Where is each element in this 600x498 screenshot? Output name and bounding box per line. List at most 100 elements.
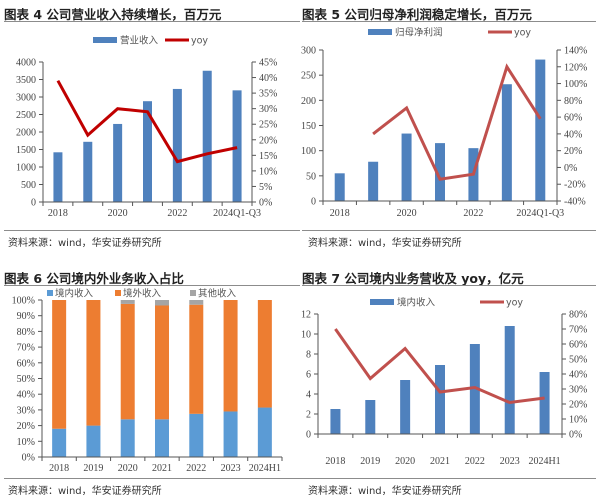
fig6-bar-segment-overseas: [120, 303, 135, 420]
fig6-bar-segment-other: [155, 300, 169, 306]
fig5-bar: [401, 133, 412, 201]
fig6-legend-swatch: [47, 290, 53, 296]
fig7-bar: [539, 372, 550, 434]
fig7-bar: [435, 365, 445, 434]
fig6-x-tick-label: 2022: [186, 463, 206, 474]
fig5-x-tick-label: 2020: [397, 208, 417, 219]
fig5-yoy-line: [372, 63, 542, 181]
fig4-left-tick-label: 1500: [16, 145, 36, 156]
title-rule-fig7: [302, 285, 596, 286]
fig4-bar: [143, 101, 152, 202]
fig6-bar-segment-domestic: [120, 419, 135, 457]
fig6-x-tick-label: 2021: [152, 463, 172, 474]
fig4-left-tick-label: 3500: [16, 75, 36, 86]
fig7-legend-line-label: yoy: [506, 298, 523, 309]
fig5-right-tick-label: -20%: [564, 180, 586, 191]
fig5-legend-bar-swatch: [368, 29, 392, 35]
fig6-bar-segment-other: [189, 300, 204, 305]
fig7-right-tick-label: 30%: [569, 385, 587, 396]
fig7-legend-bar-swatch: [370, 299, 394, 305]
fig6-legend-swatch: [115, 290, 121, 296]
fig4-x-tick-label: 2020: [108, 208, 128, 219]
fig7-left-tick-label: 4: [306, 390, 311, 401]
fig5-right-tick-label: 140%: [564, 46, 587, 57]
chart-title-fig7: 图表 7 公司境内业务营收及 yoy，亿元: [302, 271, 524, 286]
fig5-right-tick-label: -40%: [564, 197, 586, 208]
fig5-x-tick-label: 2022: [463, 208, 483, 219]
fig4-bar: [232, 90, 242, 202]
fig7-bar: [400, 380, 411, 434]
fig4-right-tick-label: 10%: [259, 166, 277, 177]
fig4-x-tick-label: 2022: [167, 208, 187, 219]
fig7-bar: [365, 400, 376, 434]
fig4-right-tick-label: 15%: [259, 151, 277, 162]
fig7-left-tick-label: 6: [306, 370, 311, 381]
source-note-fig7: 资料来源：wind，华安证券研究所: [308, 486, 462, 497]
fig7-x-tick-label: 2021: [430, 456, 450, 467]
fig6-left-tick-label: 70%: [17, 343, 35, 354]
title-rule-fig5: [302, 21, 596, 22]
fig6-x-tick-label: 2019: [83, 463, 103, 474]
fig4-x-tick-label: 2024Q1-Q3: [213, 208, 261, 219]
source-rule-fig4: [4, 230, 300, 231]
fig4-bar: [202, 70, 212, 202]
fig6-x-tick-label: 2023: [221, 463, 241, 474]
fig4-bar: [113, 123, 123, 202]
fig5-left-tick-label: 50: [306, 171, 316, 182]
fig4-right-tick-label: 35%: [259, 89, 277, 100]
fig4-left-tick-label: 4000: [16, 58, 36, 69]
fig5-right-tick-label: 0%: [564, 163, 577, 174]
fig6-left-tick-label: 20%: [17, 421, 35, 432]
fig4-left-tick-label: 0: [31, 198, 36, 209]
fig6-bar-segment-domestic: [86, 425, 101, 457]
fig4-right-tick-label: 5%: [259, 182, 272, 193]
fig4-left-tick-label: 1000: [16, 163, 36, 174]
fig4-left-tick-label: 3000: [16, 93, 36, 104]
fig7-right-tick-label: 0%: [569, 430, 582, 441]
fig6-left-tick-label: 80%: [17, 327, 35, 338]
fig7-left-tick-label: 12: [301, 310, 311, 321]
fig4-right-tick-label: 0%: [259, 198, 272, 209]
fig6-bar-segment-overseas: [52, 300, 67, 429]
fig5-left-tick-label: 200: [301, 96, 316, 107]
fig7-x-tick-label: 2018: [325, 456, 345, 467]
fig5-left-tick-label: 300: [301, 46, 316, 57]
fig7-right-tick-label: 50%: [569, 355, 587, 366]
fig7-left-tick-label: 10: [301, 330, 311, 341]
fig4-left-tick-label: 500: [21, 180, 36, 191]
fig5-x-tick-label: 2024Q1-Q3: [516, 208, 564, 219]
fig6-left-tick-label: 30%: [17, 405, 35, 416]
source-note-fig5: 资料来源：wind，华安证券研究所: [308, 238, 462, 249]
source-note-fig6: 资料来源：wind，华安证券研究所: [8, 486, 162, 497]
fig4-right-tick-label: 20%: [259, 135, 277, 146]
fig6-bar-segment-overseas: [86, 300, 101, 426]
fig4-left-tick-label: 2000: [16, 128, 36, 139]
fig6-left-tick-label: 100%: [12, 296, 35, 307]
fig5-right-tick-label: 40%: [564, 129, 582, 140]
fig7-bar: [330, 409, 341, 434]
fig4-bar: [172, 88, 182, 202]
fig4-legend-bar-swatch: [93, 37, 117, 43]
fig7-right-tick-label: 60%: [569, 340, 587, 351]
fig6-bar-segment-domestic: [223, 411, 238, 457]
fig4-right-tick-label: 40%: [259, 73, 277, 84]
fig5-left-tick-label: 250: [301, 71, 316, 82]
fig4-bar: [53, 152, 63, 202]
fig7-left-tick-label: 0: [306, 430, 311, 441]
fig5-bar: [435, 143, 445, 201]
fig6-bar-segment-domestic: [257, 407, 272, 457]
fig6-bar-segment-domestic: [155, 419, 169, 457]
fig4-right-tick-label: 25%: [259, 120, 277, 131]
fig6-bar-segment-overseas: [257, 300, 272, 408]
fig5-bar: [368, 161, 379, 201]
fig5-left-tick-label: 150: [301, 121, 316, 132]
fig5-right-tick-label: 20%: [564, 146, 582, 157]
chart-title-fig5: 图表 5 公司归母净利润稳定增长，百万元: [302, 7, 532, 22]
fig6-bar-segment-overseas: [223, 300, 238, 412]
fig7-right-tick-label: 10%: [569, 415, 587, 426]
fig6-bar-segment-domestic: [189, 413, 204, 457]
fig4-legend-line-label: yoy: [191, 36, 208, 47]
fig4-right-tick-label: 30%: [259, 104, 277, 115]
fig4-bar: [83, 141, 93, 202]
